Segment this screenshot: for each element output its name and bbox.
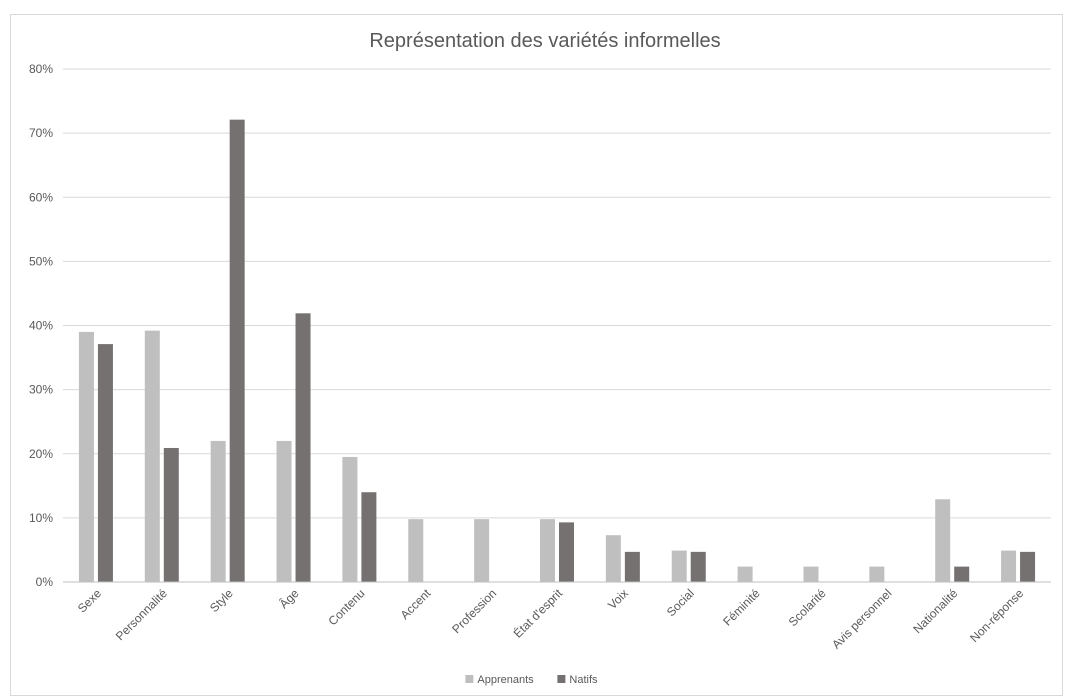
chart-title: Représentation des variétés informelles	[369, 30, 720, 52]
chart-frame: Représentation des variétés informelles …	[10, 14, 1063, 696]
bar-apprenants	[671, 550, 687, 582]
y-tick-label: 80%	[29, 62, 53, 76]
bar-natifs	[163, 447, 179, 582]
bar-apprenants	[408, 519, 424, 582]
bar-natifs	[690, 551, 706, 582]
x-tick-label: Style	[207, 586, 236, 615]
x-tick-label: Non-réponse	[967, 586, 1026, 645]
bar-chart: Représentation des variétés informelles …	[29, 30, 1051, 686]
y-tick-label: 10%	[29, 511, 53, 525]
bar-apprenants	[605, 535, 621, 582]
y-tick-label: 0%	[36, 575, 54, 589]
bar-natifs	[229, 119, 245, 582]
bar-apprenants	[869, 566, 885, 582]
legend-label-natifs: Natifs	[569, 674, 598, 686]
x-tick-label: Avis personnel	[829, 586, 894, 651]
x-tick-label: Âge	[276, 585, 302, 611]
bar-apprenants	[737, 566, 753, 582]
bar-natifs	[1020, 551, 1036, 582]
bar-apprenants	[1001, 550, 1017, 582]
bar-apprenants	[276, 440, 292, 582]
x-tick-label: Social	[664, 586, 697, 619]
y-axis-ticks: 0% 10% 20% 30% 40% 50% 60% 70% 80%	[29, 62, 53, 589]
legend: Apprenants Natifs	[465, 674, 598, 686]
x-tick-label: Sexe	[75, 586, 104, 615]
y-tick-label: 60%	[29, 190, 53, 204]
bar-apprenants	[342, 456, 358, 582]
legend-swatch-natifs	[557, 675, 566, 683]
bar-natifs	[954, 566, 970, 582]
y-tick-label: 20%	[29, 447, 53, 461]
bar-apprenants	[803, 566, 819, 582]
x-axis-ticks: Sexe Personnalité Style Âge Contenu Accent Pro…	[75, 585, 1027, 652]
x-tick-label: Profession	[449, 586, 499, 636]
bar-natifs	[97, 344, 113, 582]
x-tick-label: Féminité	[720, 586, 763, 629]
x-tick-label: Nationalité	[910, 586, 960, 636]
bars	[78, 119, 1036, 582]
x-tick-label: Personnalité	[113, 586, 170, 643]
bar-natifs	[624, 551, 640, 582]
x-tick-label: État d'esprit	[510, 585, 566, 641]
y-tick-label: 30%	[29, 383, 53, 397]
legend-swatch-apprenants	[465, 675, 474, 683]
y-tick-label: 40%	[29, 319, 53, 333]
bar-natifs	[559, 522, 574, 582]
bar-apprenants	[78, 331, 94, 582]
bar-natifs	[361, 492, 377, 582]
gridlines	[63, 68, 1051, 519]
bar-apprenants	[935, 499, 951, 582]
y-tick-label: 70%	[29, 126, 53, 140]
y-tick-label: 50%	[29, 254, 53, 268]
x-tick-label: Voix	[605, 586, 631, 612]
bar-apprenants	[144, 330, 160, 582]
x-tick-label: Accent	[398, 586, 434, 622]
bar-natifs	[295, 313, 311, 582]
x-tick-label: Scolarité	[786, 586, 829, 629]
bar-apprenants	[474, 519, 490, 582]
x-tick-label: Contenu	[326, 586, 368, 628]
bar-apprenants	[210, 440, 226, 582]
bar-apprenants	[540, 519, 555, 582]
legend-label-apprenants: Apprenants	[477, 674, 534, 686]
